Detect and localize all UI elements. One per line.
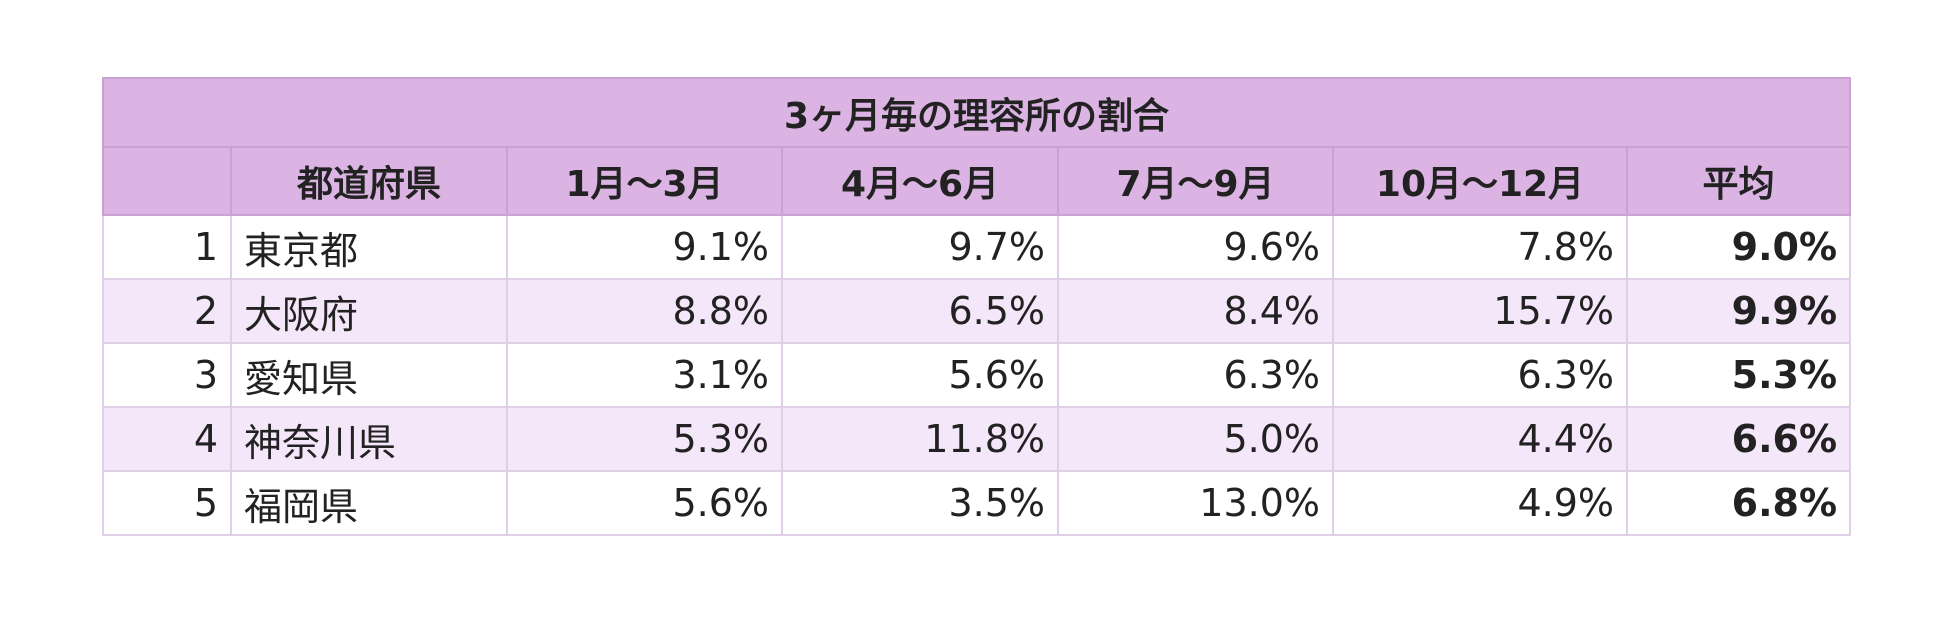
table-title: 3ヶ月毎の理容所の割合 xyxy=(101,77,1852,148)
table-cell: 9.6% xyxy=(1057,214,1334,280)
table-cell: 7.8% xyxy=(1332,214,1628,280)
table-cell: 4.4% xyxy=(1332,406,1628,472)
table-row: 3 愛知県 3.1% 5.6% 6.3% 6.3% 5.3% xyxy=(102,342,1852,408)
table-cell: 5 xyxy=(102,470,232,536)
header-cell: 7月～9月 xyxy=(1057,146,1334,216)
table-cell: 8.8% xyxy=(506,278,783,344)
header-cell: 都道府県 xyxy=(230,146,508,216)
header-cell xyxy=(102,146,232,216)
table-cell: 15.7% xyxy=(1332,278,1628,344)
table-cell: 6.5% xyxy=(781,278,1059,344)
table-row: 4 神奈川県 5.3% 11.8% 5.0% 4.4% 6.6% xyxy=(102,406,1852,472)
data-table: 3ヶ月毎の理容所の割合 都道府県 1月～3月 4月～6月 7月～9月 10月～12月 平均… xyxy=(101,77,1852,536)
table-cell: 愛知県 xyxy=(230,342,508,408)
table-cell: 5.3% xyxy=(1625,342,1852,408)
table-cell: 9.1% xyxy=(506,214,783,280)
header-cell: 1月～3月 xyxy=(506,146,783,216)
table-cell: 3.1% xyxy=(506,342,783,408)
header-cell: 10月～12月 xyxy=(1332,146,1628,216)
table-cell: 9.9% xyxy=(1625,278,1852,344)
table-cell: 5.6% xyxy=(781,342,1059,408)
table-cell: 5.0% xyxy=(1057,406,1334,472)
table-cell: 神奈川県 xyxy=(230,406,508,472)
table-row: 1 東京都 9.1% 9.7% 9.6% 7.8% 9.0% xyxy=(102,214,1852,280)
table-cell: 2 xyxy=(102,278,232,344)
table-cell: 6.8% xyxy=(1625,470,1852,536)
table-cell: 1 xyxy=(102,214,232,280)
table-cell: 5.6% xyxy=(506,470,783,536)
header-cell: 4月～6月 xyxy=(781,146,1059,216)
table-cell: 大阪府 xyxy=(230,278,508,344)
table-cell: 9.7% xyxy=(781,214,1059,280)
table-cell: 6.6% xyxy=(1625,406,1852,472)
table-cell: 3.5% xyxy=(781,470,1059,536)
table-cell: 6.3% xyxy=(1057,342,1334,408)
table-cell: 4 xyxy=(102,406,232,472)
header-cell: 平均 xyxy=(1625,146,1852,216)
table-cell: 東京都 xyxy=(230,214,508,280)
table-cell: 8.4% xyxy=(1057,278,1334,344)
table-cell: 11.8% xyxy=(781,406,1059,472)
table-cell: 福岡県 xyxy=(230,470,508,536)
table-cell: 4.9% xyxy=(1332,470,1628,536)
table-cell: 3 xyxy=(102,342,232,408)
table-row: 2 大阪府 8.8% 6.5% 8.4% 15.7% 9.9% xyxy=(102,278,1852,344)
table-cell: 13.0% xyxy=(1057,470,1334,536)
table-row: 5 福岡県 5.6% 3.5% 13.0% 4.9% 6.8% xyxy=(102,470,1852,536)
table-cell: 5.3% xyxy=(506,406,783,472)
table-cell: 9.0% xyxy=(1625,214,1852,280)
table-cell: 6.3% xyxy=(1332,342,1628,408)
